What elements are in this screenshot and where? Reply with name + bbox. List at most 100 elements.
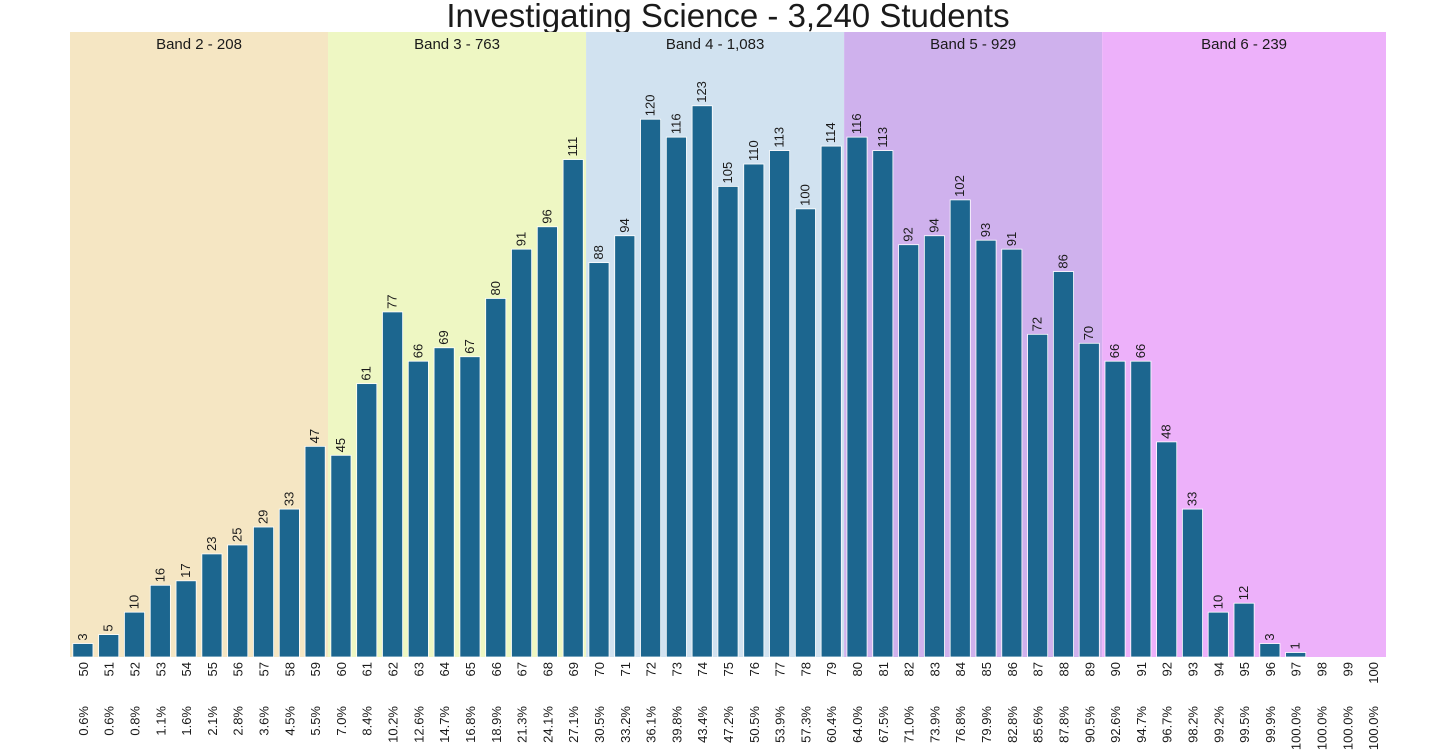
x-tick-92: 92 xyxy=(1160,662,1175,676)
bar-97 xyxy=(1285,652,1307,658)
cumulative-label-53: 1.1% xyxy=(153,706,168,736)
x-tick-53: 53 xyxy=(153,662,168,676)
bar-81 xyxy=(872,150,894,658)
x-tick-55: 55 xyxy=(205,662,220,676)
cumulative-label-94: 99.2% xyxy=(1211,706,1226,743)
x-tick-86: 86 xyxy=(1005,662,1020,676)
x-tick-57: 57 xyxy=(257,662,272,676)
cumulative-label-51: 0.6% xyxy=(102,706,117,736)
cumulative-label-89: 90.5% xyxy=(1082,706,1097,743)
bar-86 xyxy=(1001,248,1023,658)
x-tick-52: 52 xyxy=(128,662,143,676)
bar-68 xyxy=(536,226,558,658)
cumulative-label-69: 27.1% xyxy=(566,706,581,743)
bar-78 xyxy=(794,208,816,658)
value-label-55: 23 xyxy=(204,536,219,550)
cumulative-label-99: 100.0% xyxy=(1340,706,1355,751)
x-tick-98: 98 xyxy=(1314,662,1329,676)
x-tick-99: 99 xyxy=(1340,662,1355,676)
x-tick-68: 68 xyxy=(540,662,555,676)
bar-58 xyxy=(278,508,300,658)
value-label-90: 66 xyxy=(1107,344,1122,358)
bar-51 xyxy=(98,634,120,658)
cumulative-label-77: 53.9% xyxy=(773,706,788,743)
x-tick-81: 81 xyxy=(876,662,891,676)
bar-63 xyxy=(407,360,429,658)
bar-57 xyxy=(253,526,274,658)
value-label-89: 70 xyxy=(1081,326,1096,340)
bar-55 xyxy=(201,553,223,658)
band-label-6: Band 6 - 239 xyxy=(1201,36,1287,53)
bar-64 xyxy=(433,347,455,658)
cumulative-label-83: 73.9% xyxy=(927,706,942,743)
x-tick-95: 95 xyxy=(1237,662,1252,676)
cumulative-label-78: 57.3% xyxy=(798,706,813,743)
value-label-69: 111 xyxy=(565,137,580,157)
bar-79 xyxy=(820,145,842,658)
bar-61 xyxy=(356,383,378,658)
bar-85 xyxy=(975,239,997,658)
cumulative-label-88: 87.8% xyxy=(1056,706,1071,743)
cumulative-label-85: 79.9% xyxy=(979,706,994,743)
value-label-64: 69 xyxy=(436,330,451,344)
x-tick-89: 89 xyxy=(1082,662,1097,676)
value-label-56: 25 xyxy=(230,527,245,541)
value-label-79: 114 xyxy=(823,122,838,143)
value-label-65: 67 xyxy=(462,339,477,353)
cumulative-label-72: 36.1% xyxy=(644,706,659,743)
cumulative-label-61: 8.4% xyxy=(360,706,375,736)
x-tick-75: 75 xyxy=(721,662,736,676)
x-tick-76: 76 xyxy=(747,662,762,676)
bars xyxy=(72,105,1307,658)
x-tick-88: 88 xyxy=(1056,662,1071,676)
cumulative-label-50: 0.6% xyxy=(76,706,91,736)
value-label-61: 61 xyxy=(359,366,374,380)
value-label-85: 93 xyxy=(978,223,993,237)
cumulative-label-65: 16.8% xyxy=(463,706,478,743)
cumulative-label-91: 94.7% xyxy=(1134,706,1149,743)
x-tick-84: 84 xyxy=(953,662,968,676)
chart-title: Investigating Science - 3,240 Students xyxy=(446,0,1010,34)
cumulative-label-76: 50.5% xyxy=(747,706,762,743)
value-label-59: 47 xyxy=(307,429,322,443)
cumulative-label-93: 98.2% xyxy=(1185,706,1200,743)
x-tick-69: 69 xyxy=(566,662,581,676)
value-label-94: 10 xyxy=(1210,595,1225,609)
value-label-68: 96 xyxy=(539,209,554,223)
bar-76 xyxy=(743,163,765,658)
bar-60 xyxy=(330,454,352,658)
cumulative-label-90: 92.6% xyxy=(1108,706,1123,743)
value-label-82: 92 xyxy=(901,227,916,241)
value-label-57: 29 xyxy=(256,510,271,524)
cumulative-label-59: 5.5% xyxy=(308,706,323,736)
value-label-53: 16 xyxy=(152,568,167,582)
cumulative-label-97: 100.0% xyxy=(1289,706,1304,751)
x-tick-93: 93 xyxy=(1185,662,1200,676)
bar-52 xyxy=(124,611,145,658)
x-tick-82: 82 xyxy=(902,662,917,676)
cumulative-label-73: 39.8% xyxy=(669,706,684,743)
bar-59 xyxy=(304,445,326,658)
bar-82 xyxy=(898,244,920,658)
value-label-73: 116 xyxy=(668,113,683,134)
bar-54 xyxy=(175,580,197,658)
cumulative-label-70: 30.5% xyxy=(592,706,607,743)
x-tick-90: 90 xyxy=(1108,662,1123,676)
bar-87 xyxy=(1027,333,1049,658)
x-tick-96: 96 xyxy=(1263,662,1278,676)
value-label-95: 12 xyxy=(1236,586,1251,600)
value-label-70: 88 xyxy=(591,245,606,259)
value-label-86: 91 xyxy=(1004,232,1019,246)
value-label-58: 33 xyxy=(281,492,296,506)
band-label-4: Band 4 - 1,083 xyxy=(666,36,764,53)
x-tick-65: 65 xyxy=(463,662,478,676)
bar-66 xyxy=(485,298,507,658)
value-label-50: 3 xyxy=(75,633,90,640)
bar-96 xyxy=(1259,643,1281,658)
x-tick-54: 54 xyxy=(179,662,194,676)
x-tick-83: 83 xyxy=(927,662,942,676)
value-label-84: 102 xyxy=(952,175,967,197)
x-tick-labels: 50 51 52 53 54 55 56 57 58 59 60 61 62 63 64 65 66 67 68 69… xyxy=(76,662,1381,684)
